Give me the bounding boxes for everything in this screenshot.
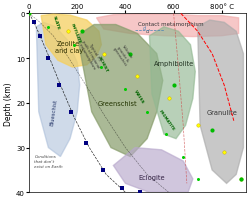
Polygon shape [198, 21, 244, 183]
Text: Conditions
that don't
exist on Earth: Conditions that don't exist on Earth [34, 155, 63, 168]
Text: Amphibolite: Amphibolite [154, 60, 194, 66]
Polygon shape [114, 148, 193, 192]
Text: Zeolite
and clay: Zeolite and clay [55, 41, 83, 54]
Text: SCHIST: SCHIST [96, 55, 108, 73]
Polygon shape [36, 23, 80, 157]
Polygon shape [77, 25, 163, 157]
Text: WEISS: WEISS [133, 89, 144, 104]
Text: SLATE: SLATE [52, 15, 60, 31]
Text: Eclogite: Eclogite [138, 174, 165, 180]
Text: Volcanic
granite &
greenschist: Volcanic granite & greenschist [112, 42, 135, 67]
Text: Greenschist: Greenschist [97, 100, 137, 106]
Text: Typical P-T
path of regional
metamorphism: Typical P-T path of regional metamorphis… [77, 38, 104, 71]
Text: MIGMATITE: MIGMATITE [158, 109, 175, 131]
Polygon shape [41, 15, 101, 68]
Polygon shape [96, 15, 238, 37]
Text: PHYLLITE: PHYLLITE [70, 23, 82, 44]
Text: Contact metamorphism: Contact metamorphism [138, 22, 204, 27]
Text: d: d [142, 26, 146, 31]
Text: Granulite: Granulite [206, 109, 237, 115]
Text: d: d [145, 29, 149, 34]
Text: Blueschist: Blueschist [50, 99, 59, 126]
Polygon shape [150, 28, 195, 139]
Y-axis label: Depth (km): Depth (km) [4, 82, 13, 125]
